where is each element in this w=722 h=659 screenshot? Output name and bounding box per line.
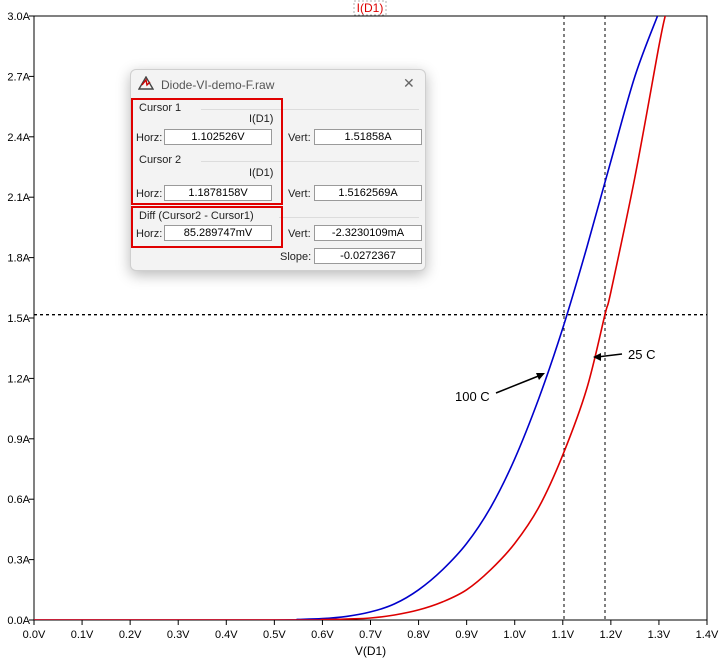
- x-tick-label: 0.0V: [23, 629, 46, 641]
- cursor1-trace: I(D1): [249, 113, 274, 125]
- y-tick-label: 0.3A: [7, 555, 30, 567]
- cursor2-horz-label: Horz:: [136, 188, 163, 200]
- y-tick-label: 0.9A: [7, 434, 30, 446]
- y-tick-label: 0.6A: [7, 494, 30, 506]
- cursor2-vert-label: Vert:: [288, 188, 311, 200]
- divider: [279, 217, 419, 218]
- cursor1-vert-label: Vert:: [288, 132, 311, 144]
- slope-field[interactable]: -0.0272367: [314, 248, 422, 264]
- divider: [201, 109, 419, 110]
- diff-horz-field[interactable]: 85.289747mV: [164, 225, 272, 241]
- cursor1-horz-label: Horz:: [136, 132, 163, 144]
- cursor1-heading: Cursor 1: [139, 102, 182, 114]
- x-tick-label: 0.4V: [215, 629, 238, 641]
- cursor-values-highlight: [131, 98, 283, 205]
- diff-heading: Diff (Cursor2 - Cursor1): [139, 210, 254, 222]
- x-tick-label: 1.0V: [503, 629, 526, 641]
- x-tick-label: 0.5V: [263, 629, 286, 641]
- close-icon[interactable]: ✕: [403, 75, 415, 91]
- annotation-25c: 25 C: [628, 347, 655, 362]
- dialog-title: Diode-VI-demo-F.raw: [161, 78, 275, 92]
- y-tick-label: 3.0A: [7, 11, 30, 23]
- x-tick-label: 1.2V: [600, 629, 623, 641]
- y-tick-label: 1.8A: [7, 253, 30, 265]
- annotation-arrow: [495, 374, 542, 394]
- diff-vert-field[interactable]: -2.3230109mA: [314, 225, 422, 241]
- x-tick-label: 1.4V: [696, 629, 719, 641]
- cursor2-vert-field[interactable]: 1.5162569A: [314, 185, 422, 201]
- x-tick-label: 1.1V: [551, 629, 574, 641]
- annotation-100c: 100 C: [455, 389, 490, 404]
- ltspice-logo-icon: [138, 76, 154, 90]
- diff-horz-label: Horz:: [136, 228, 163, 240]
- x-tick-label: 0.7V: [359, 629, 382, 641]
- x-axis-label: V(D1): [355, 644, 386, 658]
- x-tick-label: 0.6V: [311, 629, 334, 641]
- slope-label: Slope:: [280, 251, 312, 263]
- x-tick-label: 0.9V: [455, 629, 478, 641]
- y-tick-label: 2.7A: [7, 71, 30, 83]
- cursor2-heading: Cursor 2: [139, 154, 182, 166]
- x-tick-label: 0.3V: [167, 629, 190, 641]
- annotation-arrow: [596, 353, 623, 358]
- y-tick-label: 2.1A: [7, 192, 30, 204]
- y-tick-label: 1.5A: [7, 313, 30, 325]
- arrowhead-icon: [536, 373, 545, 380]
- cursor1-horz-field[interactable]: 1.102526V: [164, 129, 272, 145]
- cursor2-trace: I(D1): [249, 167, 274, 179]
- dialog-titlebar[interactable]: Diode-VI-demo-F.raw ✕: [131, 70, 425, 98]
- trace-title-box: [353, 0, 387, 16]
- y-tick-label: 1.2A: [7, 373, 30, 385]
- diff-horz-highlight: [131, 206, 283, 248]
- cursor2-horz-field[interactable]: 1.1878158V: [164, 185, 272, 201]
- diff-vert-label: Vert:: [288, 228, 311, 240]
- x-tick-label: 1.3V: [648, 629, 671, 641]
- cursor1-vert-field[interactable]: 1.51858A: [314, 129, 422, 145]
- y-tick-label: 0.0A: [7, 615, 30, 627]
- x-tick-label: 0.2V: [119, 629, 142, 641]
- y-tick-label: 2.4A: [7, 132, 30, 144]
- trace-title[interactable]: I(D1): [357, 1, 384, 15]
- cursor-dialog[interactable]: Diode-VI-demo-F.raw ✕ Cursor 1 I(D1) Hor…: [130, 69, 426, 271]
- divider: [201, 161, 419, 162]
- trace-25c[interactable]: [34, 16, 666, 620]
- x-tick-label: 0.8V: [407, 629, 430, 641]
- x-tick-label: 0.1V: [71, 629, 94, 641]
- arrowhead-icon: [593, 353, 601, 361]
